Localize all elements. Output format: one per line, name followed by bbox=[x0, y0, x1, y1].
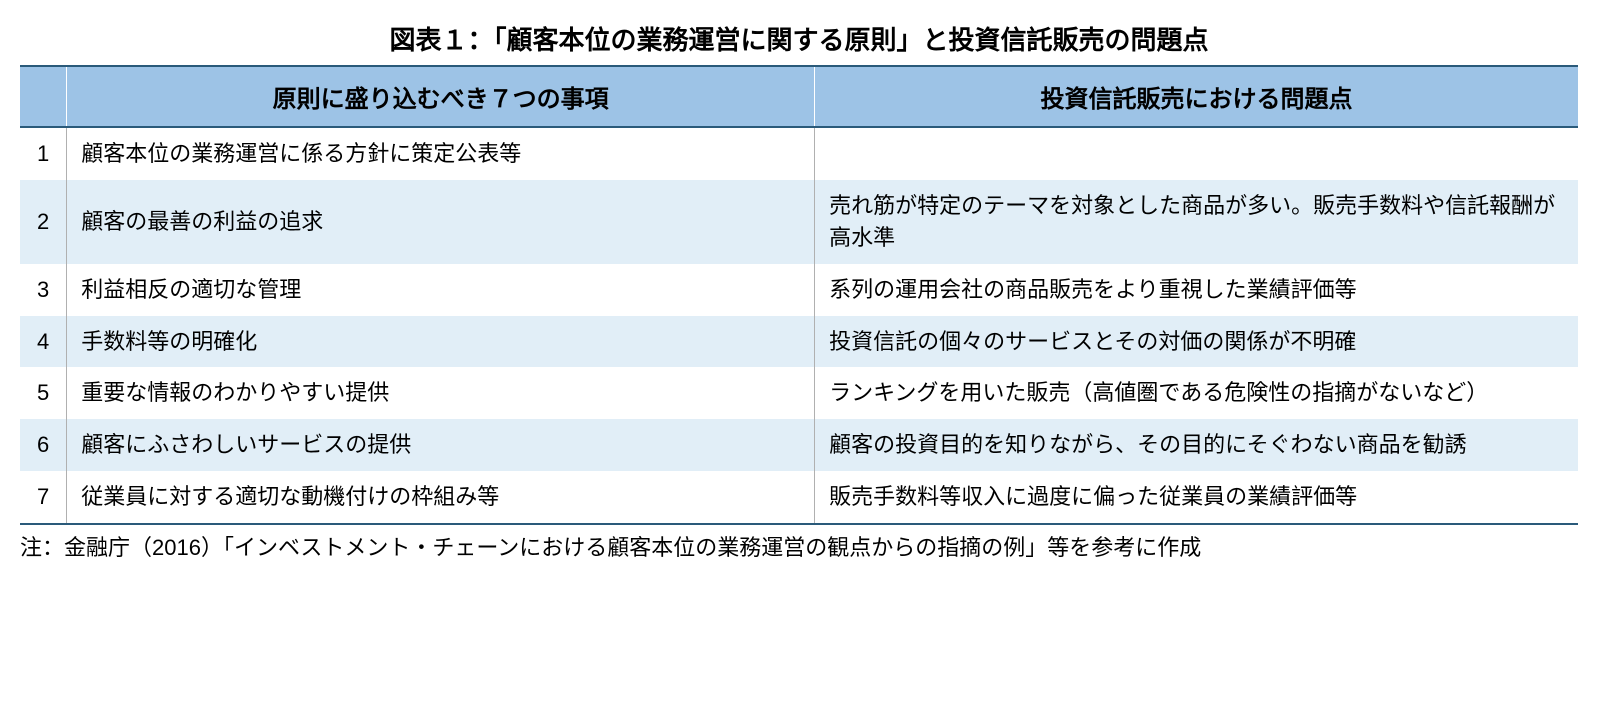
figure-container: 図表１：「顧客本位の業務運営に関する原則」と投資信託販売の問題点 原則に盛り込む… bbox=[20, 20, 1578, 564]
principles-table: 原則に盛り込むべき７つの事項 投資信託販売における問題点 1 顧客本位の業務運営… bbox=[20, 65, 1578, 525]
issue-text: 販売手数料等収入に過度に偏った従業員の業績評価等 bbox=[815, 471, 1578, 524]
issue-text: 売れ筋が特定のテーマを対象とした商品が多い。販売手数料や信託報酬が高水準 bbox=[815, 180, 1578, 264]
table-row: 2 顧客の最善の利益の追求 売れ筋が特定のテーマを対象とした商品が多い。販売手数… bbox=[20, 180, 1578, 264]
table-row: 7 従業員に対する適切な動機付けの枠組み等 販売手数料等収入に過度に偏った従業員… bbox=[20, 471, 1578, 524]
row-number: 4 bbox=[20, 316, 67, 368]
header-num-col bbox=[20, 66, 67, 127]
table-row: 3 利益相反の適切な管理 系列の運用会社の商品販売をより重視した業績評価等 bbox=[20, 264, 1578, 316]
row-number: 6 bbox=[20, 419, 67, 471]
header-principles: 原則に盛り込むべき７つの事項 bbox=[67, 66, 815, 127]
table-row: 1 顧客本位の業務運営に係る方針に策定公表等 bbox=[20, 127, 1578, 180]
row-number: 1 bbox=[20, 127, 67, 180]
issue-text: 系列の運用会社の商品販売をより重視した業績評価等 bbox=[815, 264, 1578, 316]
issue-text: 投資信託の個々のサービスとその対価の関係が不明確 bbox=[815, 316, 1578, 368]
table-header-row: 原則に盛り込むべき７つの事項 投資信託販売における問題点 bbox=[20, 66, 1578, 127]
principle-text: 重要な情報のわかりやすい提供 bbox=[67, 367, 815, 419]
issue-text: 顧客の投資目的を知りながら、その目的にそぐわない商品を勧誘 bbox=[815, 419, 1578, 471]
row-number: 2 bbox=[20, 180, 67, 264]
row-number: 3 bbox=[20, 264, 67, 316]
principle-text: 利益相反の適切な管理 bbox=[67, 264, 815, 316]
principle-text: 手数料等の明確化 bbox=[67, 316, 815, 368]
figure-footnote: 注：金融庁（2016）「インベストメント・チェーンにおける顧客本位の業務運営の観… bbox=[20, 531, 1578, 564]
table-row: 5 重要な情報のわかりやすい提供 ランキングを用いた販売（高値圏である危険性の指… bbox=[20, 367, 1578, 419]
table-row: 6 顧客にふさわしいサービスの提供 顧客の投資目的を知りながら、その目的にそぐわ… bbox=[20, 419, 1578, 471]
issue-text: ランキングを用いた販売（高値圏である危険性の指摘がないなど） bbox=[815, 367, 1578, 419]
principle-text: 従業員に対する適切な動機付けの枠組み等 bbox=[67, 471, 815, 524]
figure-title: 図表１：「顧客本位の業務運営に関する原則」と投資信託販売の問題点 bbox=[20, 20, 1578, 57]
table-row: 4 手数料等の明確化 投資信託の個々のサービスとその対価の関係が不明確 bbox=[20, 316, 1578, 368]
principle-text: 顧客本位の業務運営に係る方針に策定公表等 bbox=[67, 127, 815, 180]
issue-text bbox=[815, 127, 1578, 180]
header-issues: 投資信託販売における問題点 bbox=[815, 66, 1578, 127]
principle-text: 顧客の最善の利益の追求 bbox=[67, 180, 815, 264]
row-number: 5 bbox=[20, 367, 67, 419]
row-number: 7 bbox=[20, 471, 67, 524]
principle-text: 顧客にふさわしいサービスの提供 bbox=[67, 419, 815, 471]
